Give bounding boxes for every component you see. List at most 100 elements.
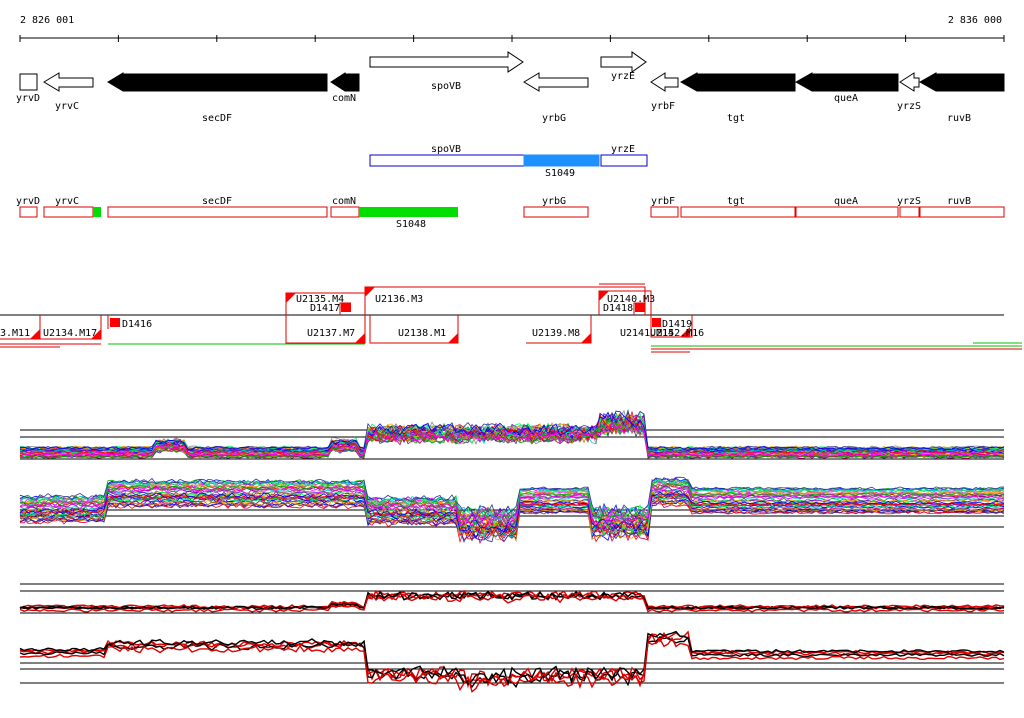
expression-plot-plus-multi (19, 408, 1005, 460)
feature-U2141.M15[interactable]: U2141.M15 (620, 328, 674, 339)
gene-label: spoVB (431, 144, 461, 155)
svg-text:S1048: S1048 (396, 219, 426, 230)
feature-D1417[interactable]: D1417 (310, 303, 340, 314)
profile-line (19, 419, 1005, 459)
profile-line (19, 498, 1005, 542)
gene-arrow-yrvC[interactable]: yrvC (43, 72, 94, 112)
profile-line (19, 419, 1005, 458)
gene-arrow-yrzE[interactable]: yrzE (600, 51, 647, 82)
profile-line (19, 632, 1005, 688)
svg-text:queA: queA (834, 196, 858, 207)
ruler-ticks (19, 35, 1005, 42)
profile-line (19, 493, 1005, 536)
svg-text:spoVB: spoVB (431, 81, 461, 92)
gene-arrow-secDF[interactable]: secDF (107, 72, 328, 124)
feature-D1419[interactable]: D1419 (662, 319, 692, 330)
profile-line (19, 636, 1005, 693)
feature-U2135.M4[interactable]: U2135.M4 (296, 294, 344, 305)
gene-box-tgt[interactable] (680, 206, 796, 218)
feature-U2142.M16[interactable]: U2142.M16 (650, 328, 704, 339)
profile-line (19, 630, 1005, 689)
profile-line (19, 493, 1005, 537)
svg-text:ruvB: ruvB (947, 113, 971, 124)
feature-D1418[interactable]: D1418 (603, 303, 633, 314)
gene-arrow-yrbG[interactable]: yrbG (523, 72, 589, 124)
plus-strand-track: spoVB yrzE S1049 (369, 144, 648, 179)
profile-line (19, 590, 1005, 610)
feature-U2138.M1[interactable]: U2138.M1 (398, 328, 446, 339)
profile-lines-plus-summary (19, 589, 1005, 613)
profile-line (19, 476, 1005, 519)
segment-small-green (93, 207, 101, 217)
svg-text:yrvD: yrvD (16, 196, 40, 207)
profile-line (19, 479, 1005, 522)
gene-arrow-spoVB[interactable]: spoVB (369, 51, 524, 92)
minus-strand-track: yrvD yrvC secDF comN yrbG yrbF tgt queA … (16, 196, 1005, 230)
end-coordinate: 2 836 000 (948, 15, 1002, 26)
feature-U2140.M3[interactable]: U2140.M3 (607, 294, 655, 305)
svg-text:yrzS: yrzS (897, 196, 921, 207)
svg-text:secDF: secDF (202, 196, 232, 207)
gene-box-yrzS[interactable] (899, 206, 920, 218)
profile-line (19, 498, 1005, 542)
svg-text:tgt: tgt (727, 113, 745, 124)
svg-text:yrzE: yrzE (611, 71, 635, 82)
start-coordinate: 2 826 001 (20, 15, 74, 26)
segment-S1049[interactable] (523, 154, 600, 167)
profile-line (19, 491, 1005, 533)
gene-arrow-yrvD[interactable]: yrvD (16, 73, 40, 104)
profile-lines-plus (19, 408, 1005, 459)
gene-arrow-queA[interactable]: queA (794, 72, 899, 104)
gene-box-yrzE[interactable] (600, 154, 648, 167)
gene-arrow-yrzS[interactable]: yrzS (897, 72, 921, 112)
svg-text:tgt: tgt (727, 196, 745, 207)
profile-line (19, 486, 1005, 529)
gene-arrow-yrbF[interactable]: yrbF (650, 72, 679, 112)
gene-arrow-tgt[interactable]: tgt (679, 72, 796, 124)
expression-plot-minus-summary (19, 630, 1005, 693)
profile-line (19, 592, 1005, 613)
gene-arrow-comN[interactable]: comN (330, 72, 360, 104)
profile-line (19, 479, 1005, 524)
feature-D1416[interactable]: D1416 (122, 319, 152, 330)
profile-line (19, 589, 1005, 609)
feature-3.M11[interactable]: 3.M11 (0, 328, 30, 339)
segment-S1048[interactable] (359, 207, 458, 217)
profile-line (19, 493, 1005, 536)
svg-text:comN: comN (332, 93, 356, 104)
profile-line (19, 496, 1005, 539)
gene-box-yrvD[interactable] (19, 206, 38, 218)
gene-box-yrbF[interactable] (650, 206, 679, 218)
feature-U2136.M3[interactable]: U2136.M3 (375, 294, 423, 305)
gene-arrow-ruvB[interactable]: ruvB (918, 72, 1005, 124)
gene-box-secDF[interactable] (107, 206, 328, 218)
gene-box-yrbG[interactable] (523, 206, 589, 218)
svg-text:secDF: secDF (202, 113, 232, 124)
gene-box-comN[interactable] (330, 206, 360, 218)
profile-line (20, 412, 1005, 450)
svg-text:ruvB: ruvB (947, 196, 971, 207)
gene-box-ruvB[interactable] (919, 206, 1005, 218)
gene-arrows-track: yrvD yrvC secDF comN spoVB yrbG yrzE yr (16, 51, 1005, 124)
feature-U2134.M17[interactable]: U2134.M17 (43, 328, 97, 339)
profile-line (19, 421, 1005, 457)
gene-box-queA[interactable] (795, 206, 899, 218)
expression-plot-plus-summary (19, 583, 1005, 614)
profile-lines-minus (19, 476, 1005, 544)
svg-text:yrbF: yrbF (651, 101, 675, 112)
gene-box-yrvC[interactable] (43, 206, 94, 218)
svg-text:yrbG: yrbG (542, 113, 566, 124)
feature-U2139.M8[interactable]: U2139.M8 (532, 328, 580, 339)
expression-plot-minus-multi (19, 476, 1005, 544)
profile-lines-minus-summary (19, 630, 1005, 693)
coordinate-ruler: 2 826 001 2 836 000 (19, 15, 1005, 42)
feature-U2137.M7[interactable]: U2137.M7 (307, 328, 355, 339)
profile-line (19, 630, 1005, 687)
svg-text:queA: queA (834, 93, 858, 104)
segment-label: S1049 (545, 168, 575, 179)
svg-text:yrvD: yrvD (16, 93, 40, 104)
svg-text:yrvC: yrvC (55, 101, 79, 112)
feature-track: U2135.M4 D1417 U2136.M3 U2140.M3 D1418 (0, 283, 1022, 353)
